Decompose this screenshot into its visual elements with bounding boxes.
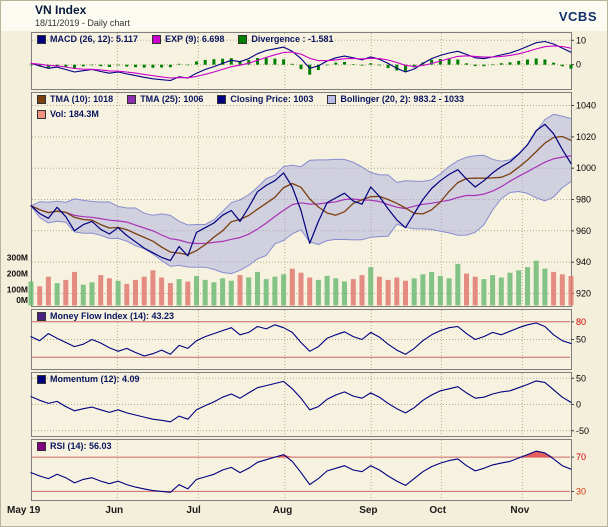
momentum-panel: 50 0 -50 [30, 372, 589, 437]
svg-text:1020: 1020 [576, 132, 596, 142]
x-axis-label-jul: Jul [186, 505, 201, 516]
svg-text:10: 10 [576, 35, 586, 45]
svg-text:0M: 0M [16, 295, 28, 305]
svg-text:980: 980 [576, 195, 591, 205]
svg-text:960: 960 [576, 226, 591, 236]
chart-subtitle: 18/11/2019 - Daily chart [35, 18, 130, 28]
chart-header: VN Index 18/11/2019 - Daily chart VCBS [1, 1, 607, 31]
svg-text:1040: 1040 [576, 101, 596, 111]
macd-panel: 10 0 [29, 32, 586, 90]
svg-text:30: 30 [576, 486, 586, 496]
svg-text:300M: 300M [7, 253, 28, 263]
svg-text:100M: 100M [7, 285, 28, 295]
rsi-panel: 70 30 [30, 439, 586, 501]
svg-text:50: 50 [576, 373, 586, 383]
x-axis-label-oct: Oct [429, 505, 447, 516]
x-axis-label-may19: May 19 [7, 505, 41, 516]
x-axis-label-jun: Jun [105, 505, 124, 516]
svg-text:0: 0 [576, 400, 581, 410]
x-axis-labels: May 19 Jun Jul Aug Sep Oct Nov [1, 503, 607, 523]
svg-text:940: 940 [576, 257, 591, 267]
page-title: VN Index [35, 3, 87, 17]
x-axis-label-aug: Aug [272, 505, 293, 516]
svg-text:80: 80 [576, 317, 586, 327]
svg-text:-50: -50 [576, 426, 589, 436]
mfi-panel: 80 50 [30, 309, 586, 370]
brand-logo: VCBS [558, 9, 597, 24]
svg-text:0: 0 [576, 60, 581, 70]
svg-text:50: 50 [576, 335, 586, 345]
svg-text:200M: 200M [7, 269, 28, 279]
svg-text:920: 920 [576, 288, 591, 298]
svg-text:1000: 1000 [576, 163, 596, 173]
x-axis-label-sep: Sep [359, 505, 378, 516]
x-axis-label-nov: Nov [510, 505, 530, 516]
svg-text:70: 70 [576, 452, 586, 462]
